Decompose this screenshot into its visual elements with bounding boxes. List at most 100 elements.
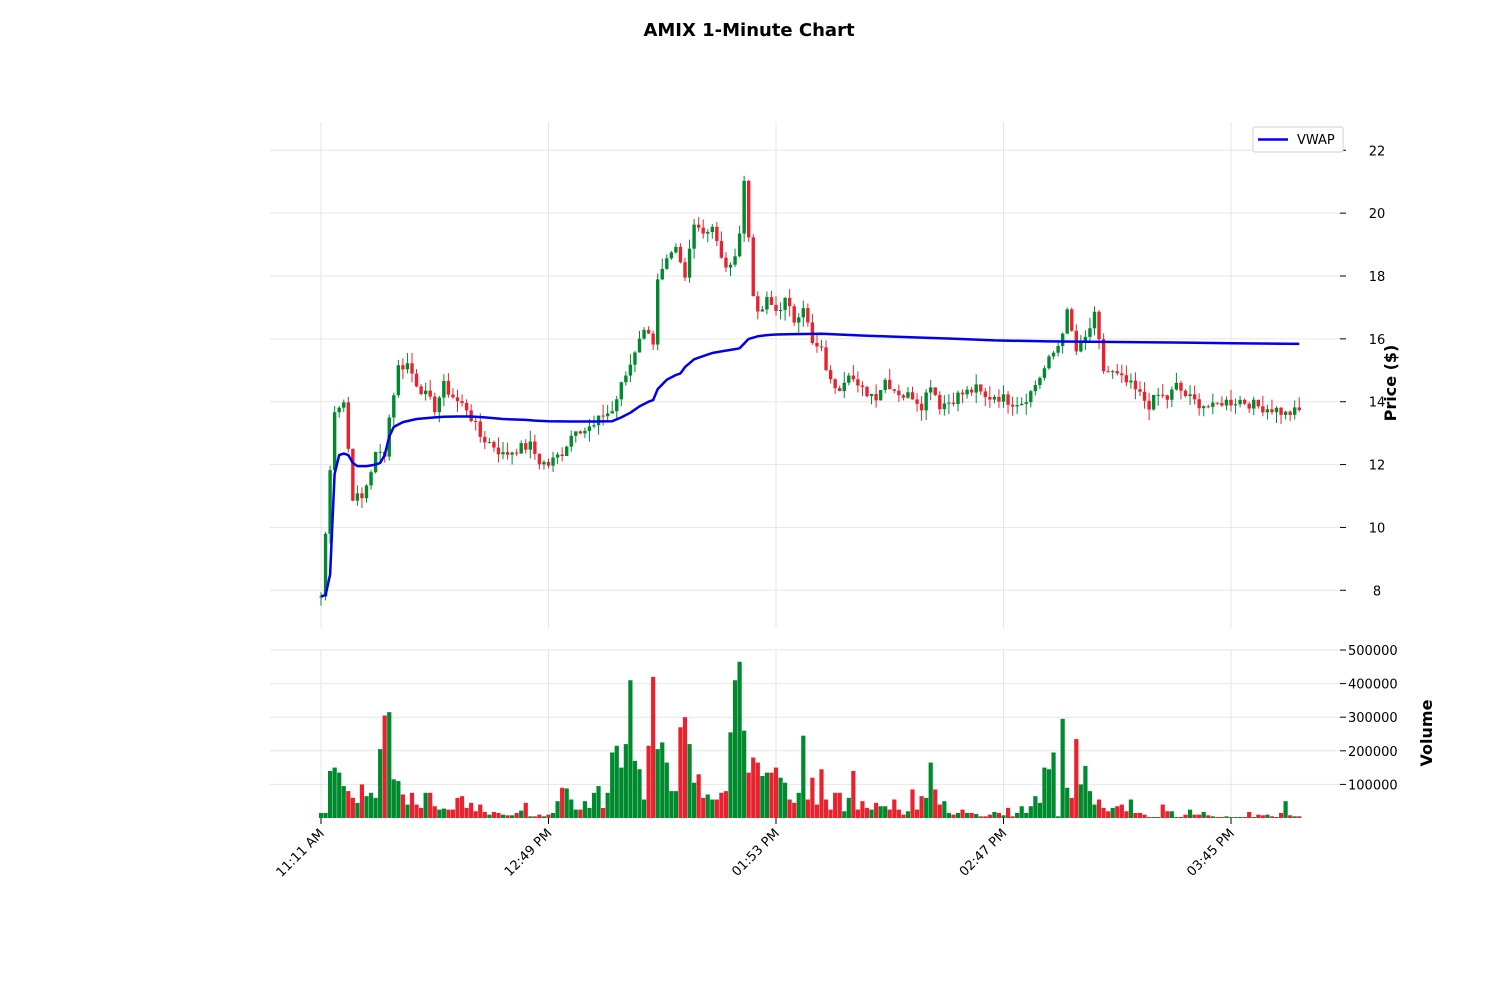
- volume-bar: [591, 792, 597, 818]
- volume-bar: [928, 762, 933, 818]
- time-tick-label: 12:49 PM: [502, 826, 555, 879]
- volume-bar: [628, 680, 633, 818]
- price-tick-label: 22: [1369, 144, 1386, 159]
- time-tick-label: 01:53 PM: [729, 826, 782, 879]
- volume-bar: [1019, 806, 1024, 818]
- volume-bar: [792, 802, 797, 818]
- candle-body: [460, 401, 464, 403]
- volume-bar: [569, 799, 574, 818]
- volume-bar: [596, 786, 601, 818]
- candle-body: [1120, 373, 1124, 376]
- volume-bar: [469, 802, 474, 818]
- volume-bar: [682, 717, 688, 818]
- volume-bar: [651, 676, 656, 818]
- volume-bar: [701, 797, 706, 818]
- volume-bar: [328, 770, 333, 818]
- candle-body: [615, 399, 619, 412]
- candle-body: [1129, 380, 1133, 383]
- candle-body: [1101, 339, 1106, 372]
- volume-bar: [332, 767, 337, 818]
- volume-bar: [1269, 816, 1275, 818]
- volume-bar: [478, 804, 483, 818]
- volume-bar: [355, 802, 360, 818]
- candle-body: [728, 264, 733, 268]
- volume-tick-label: 100000: [1348, 778, 1398, 793]
- candle-body: [533, 441, 537, 454]
- candle-body: [342, 402, 346, 408]
- candle-body: [1252, 399, 1256, 409]
- candle-body: [1165, 395, 1169, 400]
- volume-bar: [1201, 811, 1206, 818]
- candle-body: [956, 392, 960, 404]
- candle-body: [1124, 375, 1129, 383]
- candle-body: [619, 382, 623, 400]
- candle-body: [414, 373, 419, 387]
- volume-bar: [582, 801, 587, 818]
- volume-bar: [819, 769, 824, 818]
- candle-body: [605, 413, 610, 417]
- volume-bar: [437, 809, 442, 818]
- price-tick-label: 12: [1369, 459, 1386, 474]
- candle-body: [446, 380, 451, 395]
- volume-bar: [992, 811, 997, 818]
- candle-body: [537, 453, 542, 465]
- candle-body: [551, 457, 555, 466]
- candle-body: [888, 379, 892, 390]
- candle-body: [373, 452, 378, 473]
- volume-bar: [523, 802, 528, 818]
- volume-bar: [1142, 814, 1147, 818]
- candle-body: [892, 389, 896, 391]
- volume-bar: [500, 814, 506, 818]
- volume-bar: [664, 762, 669, 818]
- volume-bar: [391, 779, 396, 818]
- volume-bar: [487, 814, 492, 818]
- candle-body: [423, 390, 428, 395]
- volume-bar: [496, 812, 501, 818]
- candle-body: [751, 237, 755, 297]
- candle-body: [656, 279, 660, 345]
- volume-bar: [387, 712, 392, 818]
- volume-bar: [323, 812, 328, 818]
- candle-body: [1233, 404, 1238, 406]
- volume-bar: [610, 752, 615, 818]
- volume-bar: [1060, 718, 1065, 818]
- candle-body: [542, 461, 546, 465]
- volume-bar: [1210, 816, 1215, 818]
- candle-body: [1220, 403, 1224, 406]
- candle-body: [328, 470, 332, 534]
- volume-bar: [555, 801, 560, 818]
- volume-bar: [687, 744, 692, 818]
- volume-bar: [1037, 802, 1042, 818]
- candle-body: [765, 297, 769, 310]
- candle-body: [505, 452, 510, 455]
- price-tick-label: 10: [1369, 521, 1386, 536]
- candle-body: [915, 399, 919, 404]
- volume-bar: [710, 799, 715, 818]
- candle-body: [756, 296, 760, 312]
- volume-bar: [833, 792, 838, 818]
- volume-bar: [737, 661, 742, 818]
- candle-body: [651, 333, 655, 345]
- volume-bar: [510, 815, 515, 818]
- candle-body: [1024, 402, 1028, 404]
- candle-body: [628, 364, 633, 376]
- candle-body: [1042, 368, 1047, 378]
- candle-body: [1270, 409, 1274, 413]
- volume-bar: [1260, 815, 1265, 818]
- volume-bar: [1151, 816, 1156, 818]
- candle-body: [719, 240, 724, 258]
- candle-body: [828, 370, 833, 380]
- candle-body: [1097, 311, 1101, 340]
- volume-bar: [669, 791, 674, 818]
- candle-body: [1242, 399, 1247, 404]
- candle-body: [838, 388, 842, 392]
- volume-bar: [1165, 811, 1170, 818]
- candle-body: [1283, 411, 1288, 415]
- volume-bar: [801, 735, 806, 818]
- volume-bar: [696, 774, 701, 818]
- volume-bar: [428, 792, 433, 818]
- candle-body: [965, 389, 969, 395]
- candle-body: [678, 246, 683, 263]
- candle-body: [1010, 404, 1015, 407]
- volume-bar: [1033, 796, 1038, 818]
